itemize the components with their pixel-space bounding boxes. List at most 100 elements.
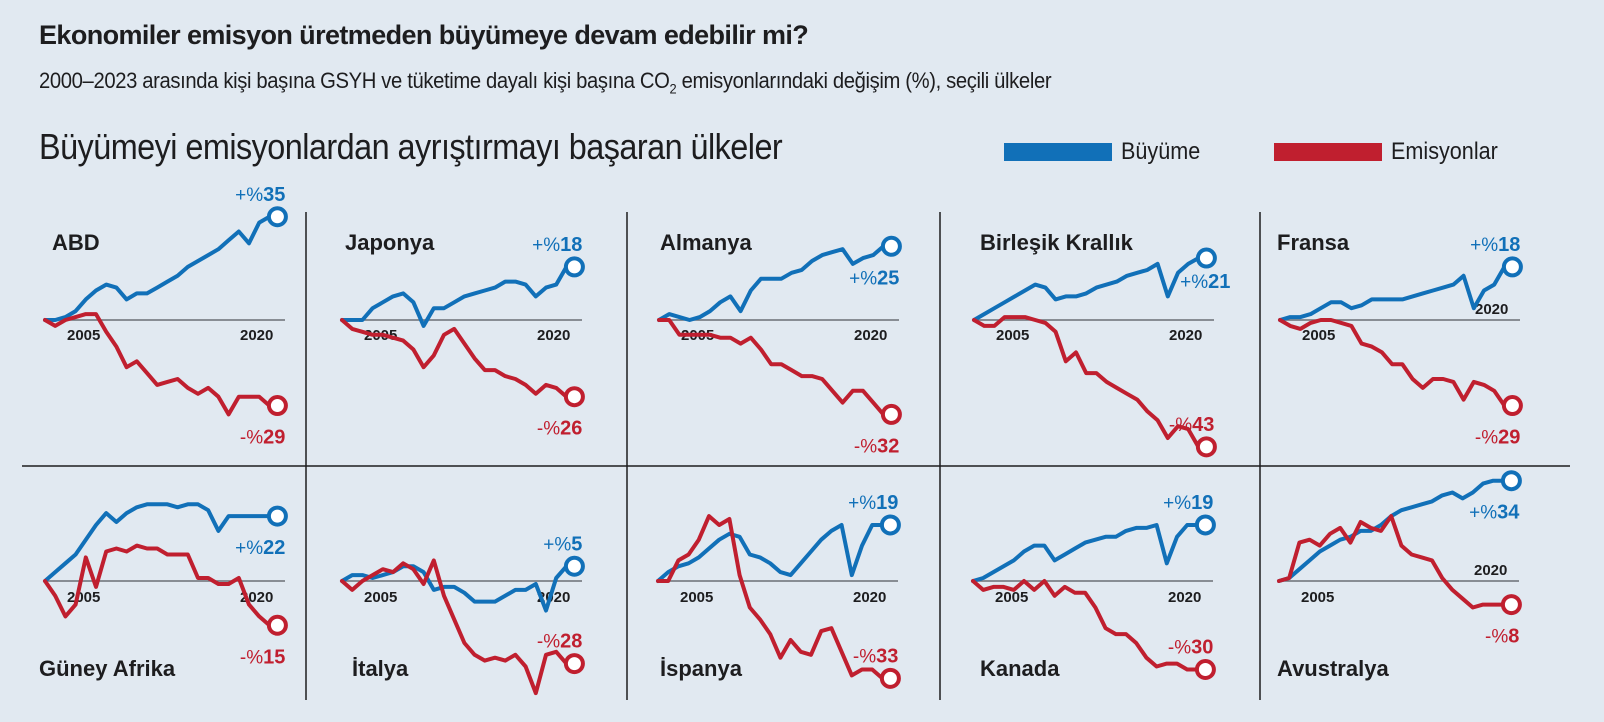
emissions-value-sign: -% <box>240 647 263 668</box>
growth-value-number: 35 <box>263 184 285 206</box>
growth-endpoint-marker <box>879 514 901 536</box>
x-tick-label: 2020 <box>1475 301 1508 318</box>
x-tick-label: 2020 <box>1474 562 1507 579</box>
emissions-endpoint-marker <box>1500 594 1522 616</box>
x-tick-label: 2005 <box>67 327 100 344</box>
emissions-line <box>971 579 1208 672</box>
emissions-line <box>43 543 280 628</box>
growth-value-label: +%22 <box>235 537 285 559</box>
emissions-value-label: -%33 <box>853 645 898 667</box>
growth-value-label: +%19 <box>848 492 898 514</box>
x-tick-label: 2020 <box>1169 327 1202 344</box>
emissions-value-label: -%8 <box>1485 626 1519 648</box>
growth-value-number: 25 <box>877 267 899 289</box>
x-tick-label: 2020 <box>1168 589 1201 606</box>
country-name: Almanya <box>660 230 752 255</box>
emissions-line <box>340 318 577 399</box>
x-tick-label: 2020 <box>853 589 886 606</box>
emissions-line <box>43 312 280 417</box>
emissions-value-label: -%15 <box>240 646 285 668</box>
growth-value-label: +%25 <box>849 267 899 289</box>
emissions-value-number: 15 <box>263 646 285 668</box>
emissions-line <box>340 558 577 696</box>
growth-endpoint-marker <box>563 256 585 278</box>
country-name: Güney Afrika <box>39 656 176 681</box>
growth-value-number: 19 <box>1191 492 1213 514</box>
emissions-value-number: 28 <box>560 631 582 653</box>
growth-value-sign: +% <box>848 493 876 514</box>
x-tick-label: 2020 <box>537 589 570 606</box>
panel-10: 2005 2020 +%34 -%8 Avustralya <box>1277 470 1522 681</box>
emissions-value-sign: -% <box>1475 428 1498 449</box>
growth-endpoint-marker <box>266 206 288 228</box>
subtitle-text-end: emisyonlarındaki değişim (%), seçili ülk… <box>676 68 1052 93</box>
growth-value-sign: +% <box>849 268 877 289</box>
growth-value-number: 19 <box>876 492 898 514</box>
growth-value-number: 18 <box>560 234 582 256</box>
growth-endpoint-marker <box>1194 514 1216 536</box>
growth-value-sign: +% <box>532 235 560 256</box>
emissions-value-label: -%32 <box>854 435 899 457</box>
emissions-value-sign: -% <box>854 436 877 457</box>
growth-value-sign: +% <box>543 534 571 555</box>
panel-7: 2005 2020 +%5 -%28 İtalya <box>340 533 585 696</box>
growth-value-label: +%5 <box>543 533 582 555</box>
panel-5: 2005 2020 +%18 -%29 Fransa <box>1277 230 1523 449</box>
growth-line <box>340 564 577 613</box>
growth-value-number: 21 <box>1208 271 1230 293</box>
x-tick-label: 2005 <box>1301 589 1334 606</box>
growth-value-sign: +% <box>235 538 263 559</box>
growth-line <box>657 244 894 322</box>
growth-line <box>340 264 577 328</box>
emissions-endpoint-marker <box>266 395 288 417</box>
subtitle-text: 2000–2023 arasında kişi başına GSYH ve t… <box>39 68 670 93</box>
growth-line <box>1278 264 1515 322</box>
emissions-endpoint-marker <box>1194 659 1216 680</box>
growth-value-sign: +% <box>1180 272 1208 293</box>
growth-value-sign: +% <box>1469 503 1497 524</box>
panel-9: 2005 2020 +%19 -%30 Kanada <box>971 492 1216 681</box>
emissions-value-sign: -% <box>240 428 263 449</box>
emissions-value-sign: -% <box>537 419 560 440</box>
emissions-endpoint-marker <box>879 667 901 689</box>
growth-endpoint-marker <box>1501 256 1523 278</box>
panel-1: 2005 2020 +%35 -%29 ABD <box>43 184 288 449</box>
country-name: İtalya <box>352 656 409 681</box>
emissions-value-number: 29 <box>1498 427 1520 449</box>
legend-swatch-emissions <box>1274 143 1382 161</box>
emissions-value-label: -%26 <box>537 418 582 440</box>
emissions-endpoint-marker <box>563 653 585 675</box>
emissions-value-number: 43 <box>1192 414 1214 436</box>
growth-value-number: 22 <box>263 537 285 559</box>
subtitle-subscript: 2 <box>669 80 677 97</box>
emissions-value-label: -%29 <box>1475 427 1520 449</box>
growth-value-sign: +% <box>1163 493 1191 514</box>
legend-item-growth: Büyüme <box>1004 138 1200 166</box>
emissions-value-sign: -% <box>853 646 876 667</box>
legend-label-growth: Büyüme <box>1121 138 1201 165</box>
emissions-endpoint-marker <box>266 614 288 636</box>
emissions-line <box>972 315 1209 449</box>
growth-value-label: +%35 <box>235 184 285 206</box>
emissions-line <box>657 318 894 417</box>
emissions-value-label: -%43 <box>1169 414 1214 436</box>
emissions-endpoint-marker <box>1501 395 1523 417</box>
legend-item-emissions: Emisyonlar <box>1274 138 1498 166</box>
emissions-value-number: 30 <box>1191 637 1213 659</box>
growth-line <box>971 523 1208 583</box>
growth-line <box>43 502 280 583</box>
x-tick-label: 2020 <box>854 327 887 344</box>
emissions-value-number: 8 <box>1508 626 1519 648</box>
country-name: Fransa <box>1277 230 1350 255</box>
x-tick-label: 2005 <box>364 589 397 606</box>
country-name: İspanya <box>660 656 743 681</box>
growth-value-label: +%21 <box>1180 271 1230 293</box>
legend-swatch-growth <box>1004 143 1112 161</box>
country-name: ABD <box>52 230 100 255</box>
country-name: Avustralya <box>1277 656 1389 681</box>
emissions-value-label: -%29 <box>240 427 285 449</box>
